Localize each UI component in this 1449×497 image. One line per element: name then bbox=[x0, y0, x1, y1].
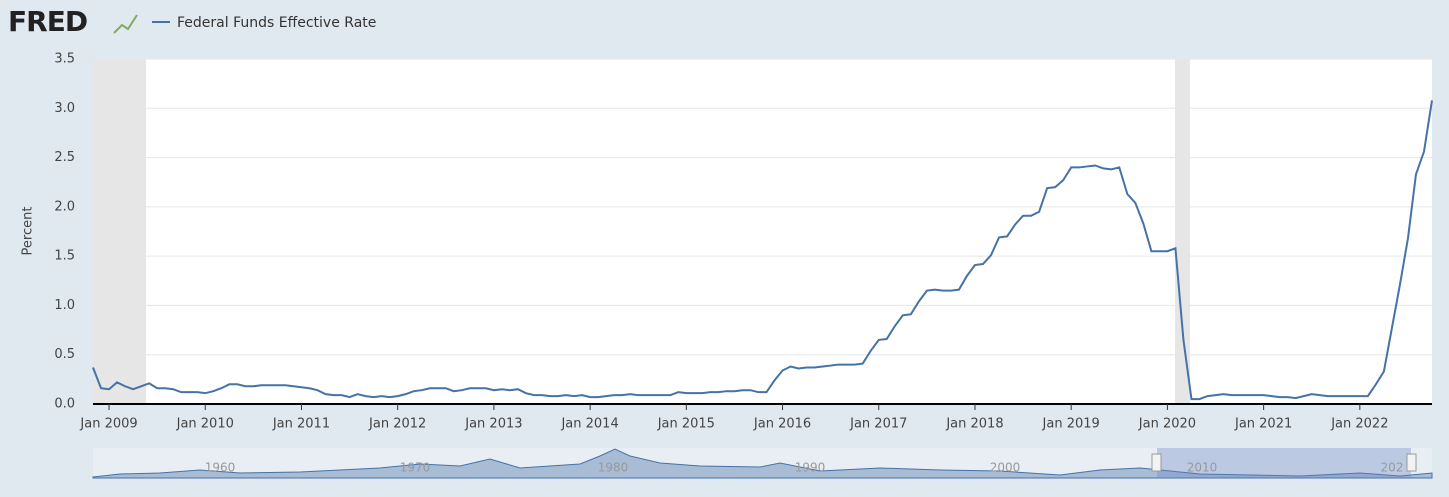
navigator-label: 2010 bbox=[1187, 461, 1218, 475]
navigator[interactable]: 1960 1970 1980 1990 2000 2010 202 bbox=[92, 448, 1433, 479]
navigator-label: 2000 bbox=[990, 461, 1021, 475]
plot-area bbox=[93, 59, 1432, 404]
navigator-handle[interactable] bbox=[1151, 453, 1162, 472]
x-tick-label: Jan 2020 bbox=[1138, 417, 1196, 432]
x-tick-label: Jan 2009 bbox=[79, 417, 137, 432]
y-axis-label: Percent bbox=[21, 207, 36, 256]
x-tick-label: Jan 2019 bbox=[1042, 417, 1100, 432]
x-tick-label: Jan 2013 bbox=[464, 417, 522, 432]
navigator-label: 1990 bbox=[795, 461, 826, 475]
y-tick-label: 2.5 bbox=[54, 150, 75, 165]
x-tick-label: Jan 2010 bbox=[176, 417, 234, 432]
y-tick-label: 1.5 bbox=[54, 249, 75, 264]
logo-icon bbox=[113, 14, 138, 34]
x-tick-label: Jan 2017 bbox=[849, 417, 907, 432]
navigator-selection[interactable] bbox=[1157, 448, 1411, 478]
y-tick-label: 0.0 bbox=[54, 397, 75, 412]
logo[interactable]: FRED bbox=[8, 5, 88, 38]
series-line bbox=[92, 100, 1433, 401]
y-tick-label: 3.5 bbox=[54, 52, 75, 67]
x-tick-label: Jan 2016 bbox=[753, 417, 811, 432]
navigator-series bbox=[92, 448, 1433, 479]
navigator-label: 1980 bbox=[598, 461, 629, 475]
legend-label[interactable]: Federal Funds Effective Rate bbox=[177, 15, 376, 31]
recession-shading bbox=[93, 59, 146, 404]
x-tick-label: Jan 2012 bbox=[368, 417, 426, 432]
navigator-label: 202 bbox=[1381, 461, 1404, 475]
y-tick-label: 0.5 bbox=[54, 347, 75, 362]
x-tick-label: Jan 2011 bbox=[272, 417, 330, 432]
x-tick-label: Jan 2015 bbox=[657, 417, 715, 432]
y-tick-label: 3.0 bbox=[54, 101, 75, 116]
x-tick-label: Jan 2014 bbox=[560, 417, 618, 432]
y-tick-label: 1.0 bbox=[54, 298, 75, 313]
y-tick-label: 2.0 bbox=[54, 199, 75, 214]
navigator-label: 1960 bbox=[205, 461, 236, 475]
navigator-label: 1970 bbox=[400, 461, 431, 475]
recession-shading bbox=[1175, 59, 1190, 404]
x-tick-label: Jan 2018 bbox=[945, 417, 1003, 432]
x-tick-label: Jan 2021 bbox=[1234, 417, 1292, 432]
navigator-handle[interactable] bbox=[1406, 453, 1417, 472]
x-tick-label: Jan 2022 bbox=[1330, 417, 1388, 432]
